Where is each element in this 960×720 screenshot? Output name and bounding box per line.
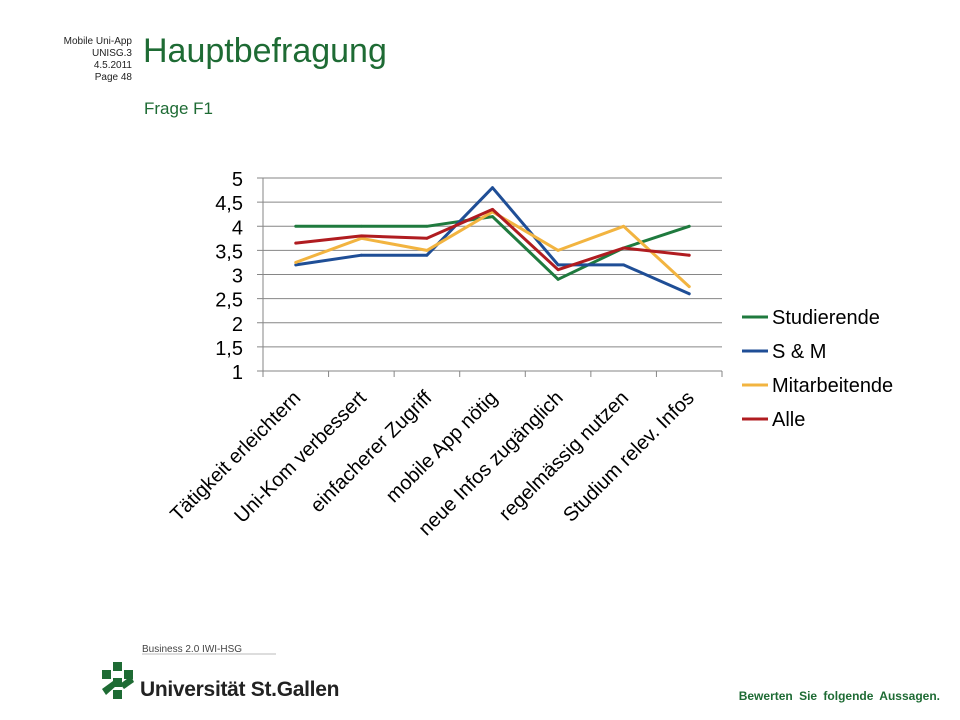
page-subtitle: Frage F1 — [144, 99, 213, 118]
data-point — [491, 186, 494, 190]
data-point — [359, 236, 363, 240]
y-tick-label: 2 — [232, 314, 243, 336]
meta-code: UNISG.3 — [91, 48, 132, 59]
data-point — [294, 224, 298, 228]
data-point — [556, 248, 560, 252]
legend-label: Studierende — [772, 307, 880, 329]
line-chart: 11,522,53 3,544,55 Tätigkeit erleichternU… — [166, 169, 893, 540]
data-point — [622, 246, 626, 250]
legend-label: Alle — [772, 409, 805, 431]
data-point — [425, 253, 429, 257]
legend-label: S & M — [772, 341, 826, 363]
data-point — [425, 236, 429, 240]
page-title: Hauptbefragung — [143, 32, 387, 70]
legend-label: Mitarbeitende — [772, 375, 893, 397]
data-point — [491, 207, 494, 211]
data-point — [425, 248, 429, 252]
y-tick-label: 4 — [232, 217, 243, 239]
y-tick-label: 5 — [232, 169, 243, 191]
data-point — [556, 268, 560, 272]
x-tick-label: regelmässig nutzen — [495, 387, 633, 525]
meta-page: Page 48 — [94, 72, 132, 83]
y-tick-label: 4,5 — [215, 193, 243, 215]
data-point — [294, 241, 298, 245]
data-point — [687, 285, 691, 288]
slide-meta: Mobile Uni-App UNISG.3 4.5.2011 Page 48 — [64, 36, 132, 84]
data-point — [294, 263, 298, 267]
data-point — [687, 292, 691, 296]
data-point — [294, 261, 298, 264]
chart-gridlines — [257, 177, 723, 377]
data-point — [687, 253, 691, 257]
data-point — [359, 253, 363, 257]
chart-series — [294, 186, 691, 296]
x-tick-label: mobile App nötig — [382, 387, 502, 507]
chart-legend: Studierende S & M Mitarbeitende Alle — [742, 307, 893, 431]
data-point — [359, 234, 363, 238]
y-tick-label: 3 — [232, 266, 243, 288]
data-point — [622, 263, 626, 267]
y-tick-label: 2,5 — [215, 290, 243, 312]
logo-wordmark: Universität St.Gallen — [140, 678, 340, 701]
x-tick-label: einfacherer Zugriff — [306, 387, 436, 517]
question-footnote: Bewerten Sie folgende Aussagen. — [738, 689, 940, 703]
y-tick-label: 3,5 — [215, 241, 243, 263]
data-point — [556, 277, 560, 281]
data-point — [622, 224, 626, 228]
data-point — [491, 215, 494, 219]
data-point — [687, 224, 691, 228]
logo-subtitle: Business 2.0 IWI-HSG — [142, 644, 243, 655]
y-axis-ticks: 11,522,53 3,544,55 — [215, 169, 243, 384]
meta-app-name: Mobile Uni-App — [63, 36, 132, 47]
data-point — [556, 263, 560, 267]
x-tick-label: Studium relev. Infos — [559, 387, 698, 526]
hsg-logo-icon — [96, 640, 296, 710]
y-tick-label: 1 — [232, 362, 243, 384]
y-tick-label: 1,5 — [215, 338, 243, 360]
data-point — [359, 224, 363, 228]
data-point — [425, 224, 429, 228]
meta-date: 4.5.2011 — [93, 60, 132, 71]
